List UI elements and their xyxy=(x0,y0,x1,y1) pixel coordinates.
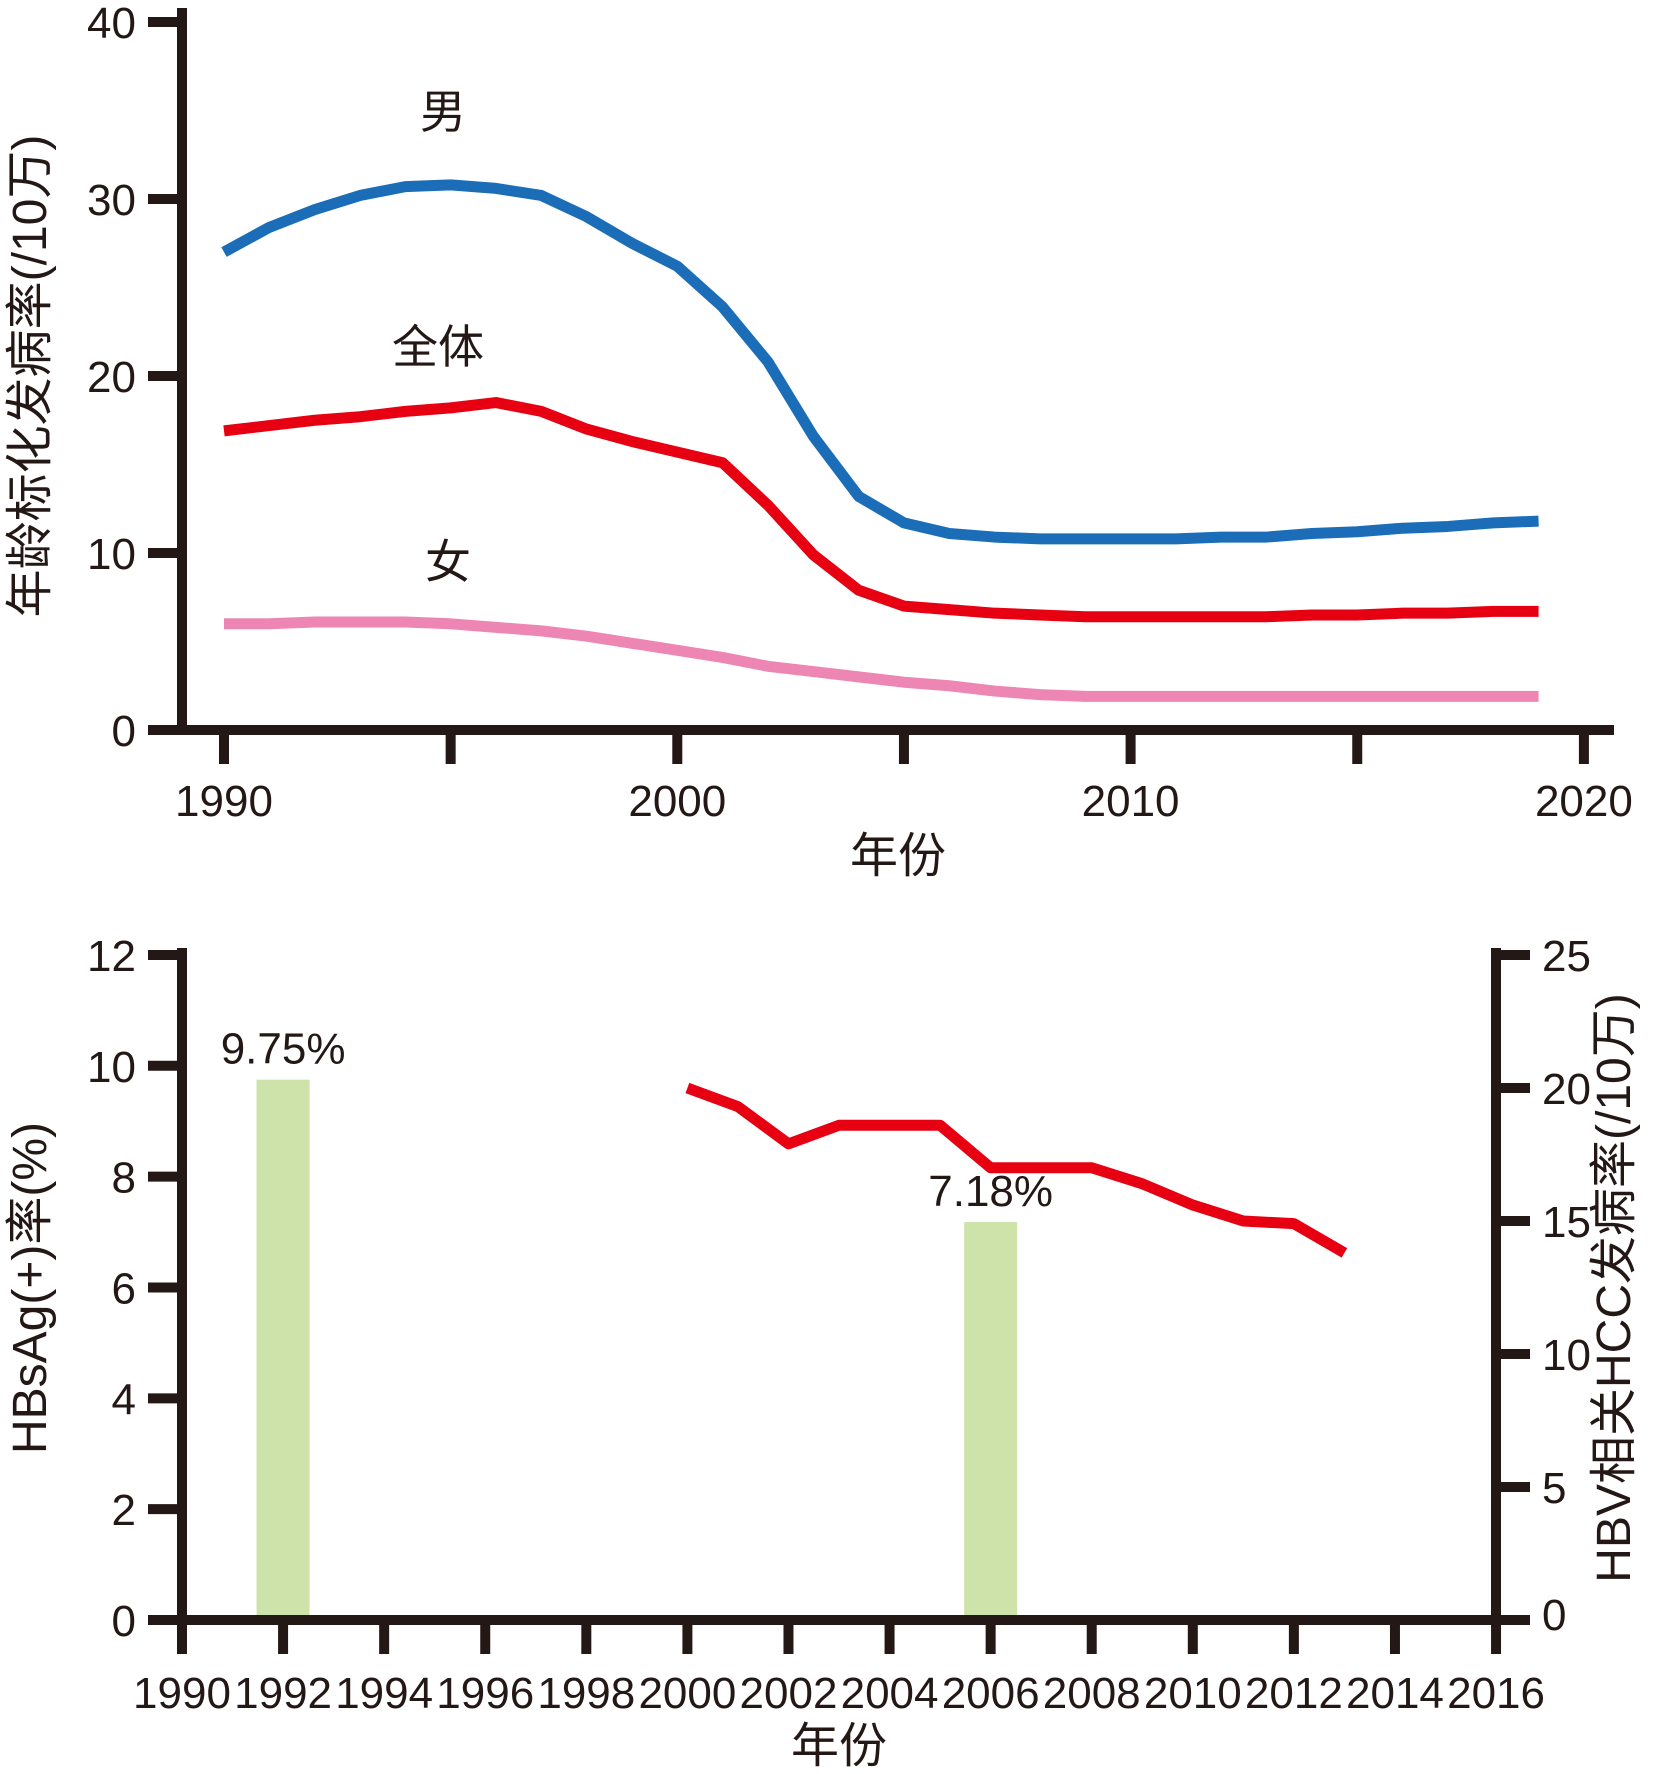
top-y-tick-label: 20 xyxy=(87,353,136,402)
top-y-tick-label: 0 xyxy=(112,707,136,756)
top-x-axis-title: 年份 xyxy=(850,830,946,883)
bottom-left-y-tick-label: 6 xyxy=(112,1264,136,1313)
bottom-x-tick-label: 2006 xyxy=(942,1669,1040,1718)
series-label-female: 女 xyxy=(425,536,471,588)
female-incidence-line xyxy=(224,616,1539,702)
bottom-x-tick-label: 2002 xyxy=(740,1669,838,1718)
bottom-x-tick-label: 2004 xyxy=(841,1669,939,1718)
bottom-right-y-axis-title: HBV相关HCC发病率(/10万) xyxy=(1588,993,1641,1582)
bottom-x-tick-label: 1994 xyxy=(335,1669,433,1718)
bottom-left-y-axis-title: HBsAg(+)率(%) xyxy=(4,1122,57,1454)
top-x-tick-label: 2010 xyxy=(1082,777,1180,826)
bottom-x-tick-label: 1996 xyxy=(436,1669,534,1718)
hbsag-bar-label-1992: 9.75% xyxy=(221,1025,346,1074)
bottom-x-axis-title: 年份 xyxy=(791,1720,887,1773)
top-y-tick-label: 30 xyxy=(87,176,136,225)
top-chart-incidence-by-sex: 0 10 20 30 40 1990 2000 2010 2020 xyxy=(87,0,1633,826)
bottom-right-y-tick-label: 5 xyxy=(1542,1464,1566,1513)
bottom-left-y-tick-label: 10 xyxy=(87,1043,136,1092)
top-y-axis-title: 年龄标化发病率(/10万) xyxy=(4,135,57,618)
bottom-x-tick-label: 2000 xyxy=(638,1669,736,1718)
bottom-x-tick-label: 1998 xyxy=(537,1669,635,1718)
bottom-left-y-tick-label: 4 xyxy=(112,1375,136,1424)
hbsag-bar-2006 xyxy=(964,1222,1018,1620)
bottom-left-y-tick-label: 12 xyxy=(87,932,136,981)
bottom-x-tick-label: 2016 xyxy=(1447,1669,1545,1718)
bottom-left-y-tick-label: 0 xyxy=(112,1597,136,1646)
hbsag-bar-1992 xyxy=(256,1079,310,1620)
series-label-male: 男 xyxy=(420,86,466,138)
bottom-right-y-tick-label: 20 xyxy=(1542,1065,1591,1114)
bottom-x-tick-label: 1990 xyxy=(133,1669,231,1718)
top-x-tick-label: 2020 xyxy=(1535,777,1633,826)
series-label-total: 全体 xyxy=(392,321,484,373)
hbv-hcc-incidence-line xyxy=(685,1082,1348,1258)
total-incidence-line xyxy=(223,397,1539,623)
bottom-right-y-tick-label: 10 xyxy=(1542,1331,1591,1380)
bottom-x-tick-label: 2014 xyxy=(1346,1669,1444,1718)
bottom-right-y-tick-label: 25 xyxy=(1542,932,1591,981)
bottom-left-y-tick-label: 2 xyxy=(112,1486,136,1535)
bottom-right-y-tick-label: 15 xyxy=(1542,1198,1591,1247)
bottom-right-y-tick-label: 0 xyxy=(1542,1591,1566,1640)
top-x-tick-label: 2000 xyxy=(628,777,726,826)
bottom-left-y-tick-label: 8 xyxy=(112,1154,136,1203)
top-y-tick-label: 10 xyxy=(87,530,136,579)
bottom-x-tick-label: 2008 xyxy=(1043,1669,1141,1718)
male-incidence-line xyxy=(221,179,1539,545)
hbsag-bar-label-2006: 7.18% xyxy=(928,1167,1053,1216)
top-y-tick-label: 40 xyxy=(87,0,136,48)
top-x-tick-label: 1990 xyxy=(175,777,273,826)
bottom-x-tick-label: 1992 xyxy=(234,1669,332,1718)
bottom-x-tick-label: 2012 xyxy=(1245,1669,1343,1718)
bottom-x-tick-label: 2010 xyxy=(1144,1669,1242,1718)
